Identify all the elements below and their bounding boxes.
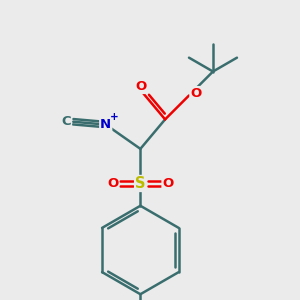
Text: O: O xyxy=(163,177,174,190)
Text: +: + xyxy=(110,112,118,122)
Text: N: N xyxy=(100,118,111,131)
Text: O: O xyxy=(107,177,118,190)
Text: C: C xyxy=(61,115,71,128)
Text: O: O xyxy=(190,87,202,100)
Text: O: O xyxy=(136,80,147,93)
Text: S: S xyxy=(135,176,146,191)
